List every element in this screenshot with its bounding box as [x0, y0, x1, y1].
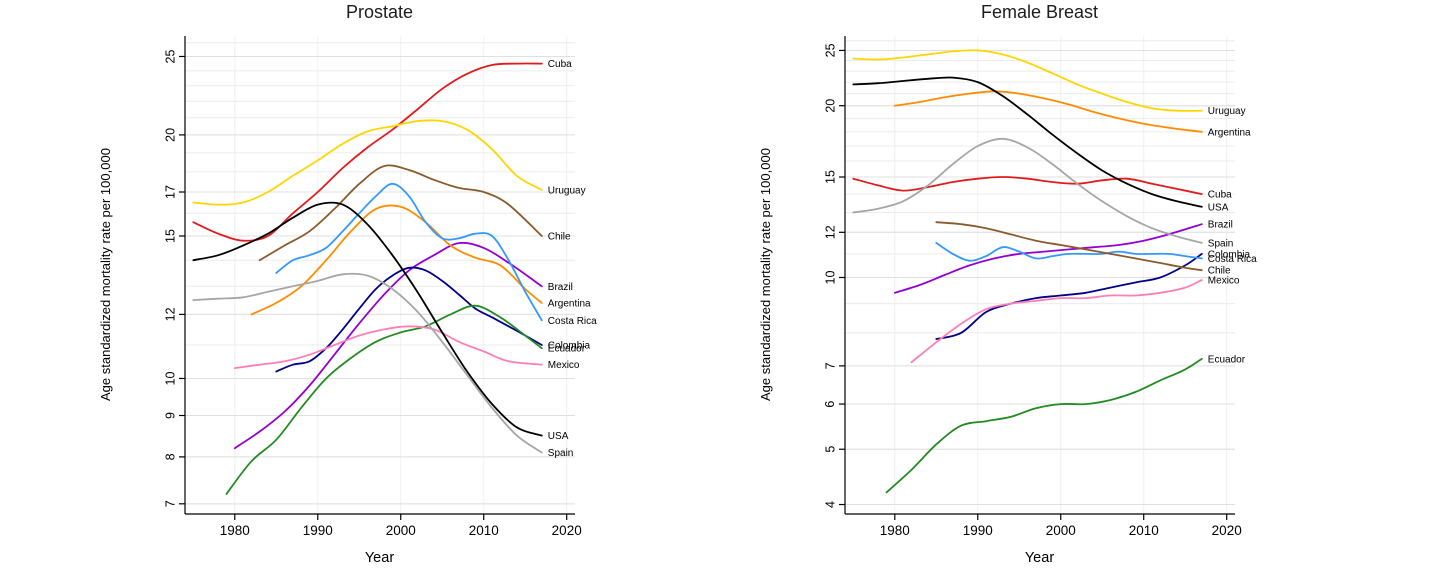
x-tick-label: 1980	[219, 523, 249, 538]
x-tick-label: 2020	[551, 523, 581, 538]
series-end-label-cuba: Cuba	[1207, 190, 1231, 201]
y-tick-label: 25	[823, 43, 837, 57]
y-tick-label: 12	[823, 225, 837, 239]
y-tick-label: 20	[163, 128, 177, 142]
x-tick-label: 1980	[879, 523, 909, 538]
series-line-colombia	[934, 253, 1203, 340]
y-tick-label: 15	[823, 170, 837, 184]
y-tick-label: 9	[163, 412, 177, 419]
prostate-chart: 7 8 9 10 12 15 17 20 25 1980 1990 2000 2010 2020 Cuba U…	[90, 0, 680, 580]
y-tick-label: 8	[163, 453, 177, 460]
series-end-label-mexico: Mexico	[1207, 275, 1239, 286]
female-breast-chart-title: Female Breast	[980, 2, 1099, 22]
series-end-label-spain: Spain	[547, 448, 573, 459]
series-end-label-colombia: Colombia	[547, 340, 590, 351]
x-tick-label: 2000	[1045, 523, 1075, 538]
series-line-uruguay	[191, 119, 543, 206]
female-breast-chart-canvas: 4 5 6 7 10 12 15 20 25 1980 1990 2000 2010 2020 Urugua…	[823, 36, 1257, 538]
series-end-label-costa-rica: Costa Rica	[547, 316, 596, 327]
series-line-costa-rica	[274, 182, 543, 322]
series-line-cuba	[851, 176, 1203, 195]
prostate-chart-title: Prostate	[345, 2, 414, 22]
series-line-spain	[191, 272, 543, 454]
series-line-argentina	[893, 90, 1203, 133]
y-tick-label: 4	[823, 501, 837, 508]
series-line-usa	[851, 76, 1203, 208]
series-line-costa-rica	[934, 242, 1203, 262]
series-line-brazil	[893, 223, 1203, 294]
series-end-label-ecuador: Ecuador	[547, 344, 585, 355]
series-end-label-usa: USA	[1207, 202, 1228, 213]
series-end-label-argentina: Argentina	[547, 298, 590, 309]
series-line-mexico	[233, 325, 543, 369]
x-tick-label: 1990	[962, 523, 992, 538]
series-end-label-cuba: Cuba	[547, 59, 571, 70]
prostate-y-axis-title: Age standardized mortality rate per 100,…	[97, 148, 113, 402]
female-breast-x-axis-title: Year	[1024, 550, 1055, 566]
series-end-label-ecuador: Ecuador	[1207, 354, 1245, 365]
y-tick-label: 7	[823, 362, 837, 369]
series-end-label-chile: Chile	[1207, 266, 1230, 277]
x-tick-label: 2020	[1211, 523, 1241, 538]
series-line-ecuador	[885, 358, 1203, 494]
female-breast-chart: 4 5 6 7 10 12 15 20 25 1980 1990 2000 2010 2020 Urugua…	[750, 0, 1340, 580]
series-line-brazil	[233, 241, 543, 450]
series-line-colombia	[274, 266, 543, 373]
series-line-chile	[258, 164, 543, 262]
x-tick-label: 2010	[1128, 523, 1158, 538]
y-tick-label: 20	[823, 99, 837, 113]
y-tick-label: 25	[163, 50, 177, 64]
series-end-label-usa: USA	[547, 431, 568, 442]
series-end-label-uruguay: Uruguay	[1207, 106, 1245, 117]
series-line-argentina	[250, 204, 543, 316]
y-tick-label: 10	[823, 271, 837, 285]
series-end-label-costa-rica: Costa Rica	[1207, 254, 1256, 265]
series-end-label-chile: Chile	[547, 231, 570, 242]
series-end-label-colombia: Colombia	[1207, 249, 1250, 260]
prostate-x-axis-title: Year	[364, 550, 395, 566]
series-line-ecuador	[225, 304, 543, 495]
series-line-mexico	[910, 279, 1203, 364]
series-end-label-brazil: Brazil	[547, 282, 572, 293]
series-end-label-uruguay: Uruguay	[547, 185, 585, 196]
x-tick-label: 2010	[468, 523, 498, 538]
y-tick-label: 7	[163, 500, 177, 507]
series-end-label-spain: Spain	[1207, 238, 1233, 249]
series-end-label-mexico: Mexico	[547, 360, 579, 371]
series-line-usa	[191, 201, 543, 437]
y-tick-label: 6	[823, 401, 837, 408]
y-tick-label: 15	[163, 229, 177, 243]
x-tick-label: 1990	[302, 523, 332, 538]
y-tick-label: 12	[163, 307, 177, 321]
series-line-uruguay	[851, 49, 1203, 112]
x-tick-label: 2000	[385, 523, 415, 538]
series-line-spain	[851, 137, 1203, 244]
y-tick-label: 17	[163, 185, 177, 199]
prostate-chart-canvas: 7 8 9 10 12 15 17 20 25 1980 1990 2000 2010 2020 Cuba U…	[163, 36, 597, 538]
female-breast-y-axis-title: Age standardized mortality rate per 100,…	[757, 148, 773, 402]
series-end-label-brazil: Brazil	[1207, 220, 1232, 231]
series-line-chile	[934, 221, 1203, 272]
y-tick-label: 5	[823, 446, 837, 453]
series-end-label-argentina: Argentina	[1207, 127, 1250, 138]
series-line-cuba	[191, 62, 543, 242]
y-tick-label: 10	[163, 372, 177, 386]
